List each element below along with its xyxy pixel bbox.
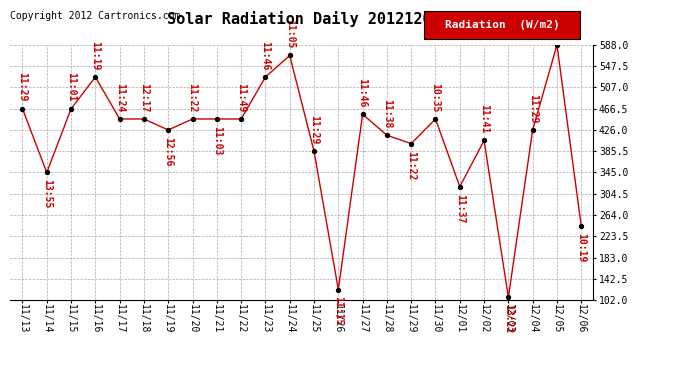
Text: 11:37: 11:37 [455, 194, 465, 223]
Point [454, 184, 465, 190]
Point [163, 127, 174, 133]
Text: 10:19: 10:19 [576, 233, 586, 262]
Text: Copyright 2012 Cartronics.com: Copyright 2012 Cartronics.com [10, 11, 181, 21]
Text: 11:05: 11:05 [285, 19, 295, 48]
Text: 11:22: 11:22 [188, 82, 197, 112]
Text: 11:24: 11:24 [115, 82, 125, 112]
Point [527, 127, 538, 133]
Point [406, 141, 417, 147]
Point [17, 106, 28, 112]
Text: 11:03: 11:03 [212, 126, 222, 155]
Text: 13:55: 13:55 [42, 180, 52, 209]
Text: 10:35: 10:35 [431, 82, 440, 112]
Point [357, 111, 368, 117]
Text: 11:38: 11:38 [382, 99, 392, 128]
Text: 11:29: 11:29 [309, 115, 319, 144]
Text: 11:41: 11:41 [479, 104, 489, 134]
Text: 11:46: 11:46 [260, 40, 270, 70]
Text: 11:29: 11:29 [528, 94, 538, 123]
Point [284, 53, 295, 58]
Point [139, 116, 150, 122]
Point [430, 116, 441, 122]
Point [41, 170, 52, 176]
Text: 11:29: 11:29 [17, 72, 28, 102]
Point [260, 74, 271, 80]
Point [114, 116, 125, 122]
Text: 11:49: 11:49 [236, 82, 246, 112]
Point [382, 132, 393, 138]
Point [479, 138, 490, 144]
Text: 11:15: 11:15 [333, 297, 344, 326]
Point [66, 106, 77, 112]
Text: 11:01: 11:01 [66, 72, 76, 102]
Text: 12:56: 12:56 [164, 137, 173, 166]
Text: 11:46: 11:46 [357, 78, 368, 107]
Point [575, 223, 586, 229]
Text: 12:17: 12:17 [139, 82, 149, 112]
Point [333, 286, 344, 292]
Point [187, 116, 198, 122]
Text: Radiation  (W/m2): Radiation (W/m2) [444, 20, 560, 30]
Point [211, 116, 222, 122]
Text: Solar Radiation Daily 20121207: Solar Radiation Daily 20121207 [167, 11, 440, 27]
Point [551, 42, 562, 48]
Point [90, 74, 101, 80]
Text: 13:22: 13:22 [504, 304, 513, 334]
Text: 11:19: 11:19 [90, 40, 100, 70]
Point [235, 116, 246, 122]
Point [503, 294, 514, 300]
Point [308, 148, 319, 154]
Text: 11:22: 11:22 [406, 151, 416, 180]
